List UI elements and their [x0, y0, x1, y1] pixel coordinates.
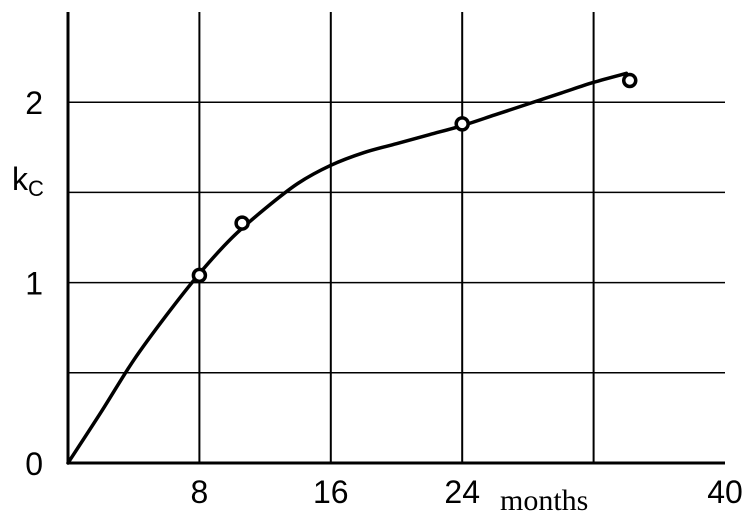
y-tick-labels: 0 1 2 — [25, 85, 43, 482]
plot-frame — [66, 12, 725, 465]
y-axis-label-main: k — [12, 161, 29, 197]
x-tick-label-40: 40 — [707, 474, 742, 510]
data-point-1 — [191, 267, 208, 284]
x-tick-label-24: 24 — [444, 474, 480, 510]
grid-lines — [68, 12, 725, 463]
x-axis-label: months — [500, 484, 588, 517]
x-tick-label-8: 8 — [191, 474, 209, 510]
y-axis-label-subscript: C — [28, 176, 44, 201]
y-tick-label-0: 0 — [25, 446, 43, 482]
x-tick-label-16: 16 — [313, 474, 349, 510]
y-tick-label-2: 2 — [25, 85, 43, 121]
data-point-4 — [621, 72, 638, 89]
data-points — [191, 72, 638, 284]
data-point-2 — [234, 215, 250, 231]
y-tick-label-1: 1 — [25, 266, 43, 302]
series-curve-group — [66, 71, 629, 465]
series-curve — [66, 71, 629, 465]
data-point-3 — [454, 116, 470, 132]
x-tick-labels: 8 16 24 40 — [191, 474, 742, 510]
y-axis-label: kC — [12, 161, 44, 201]
